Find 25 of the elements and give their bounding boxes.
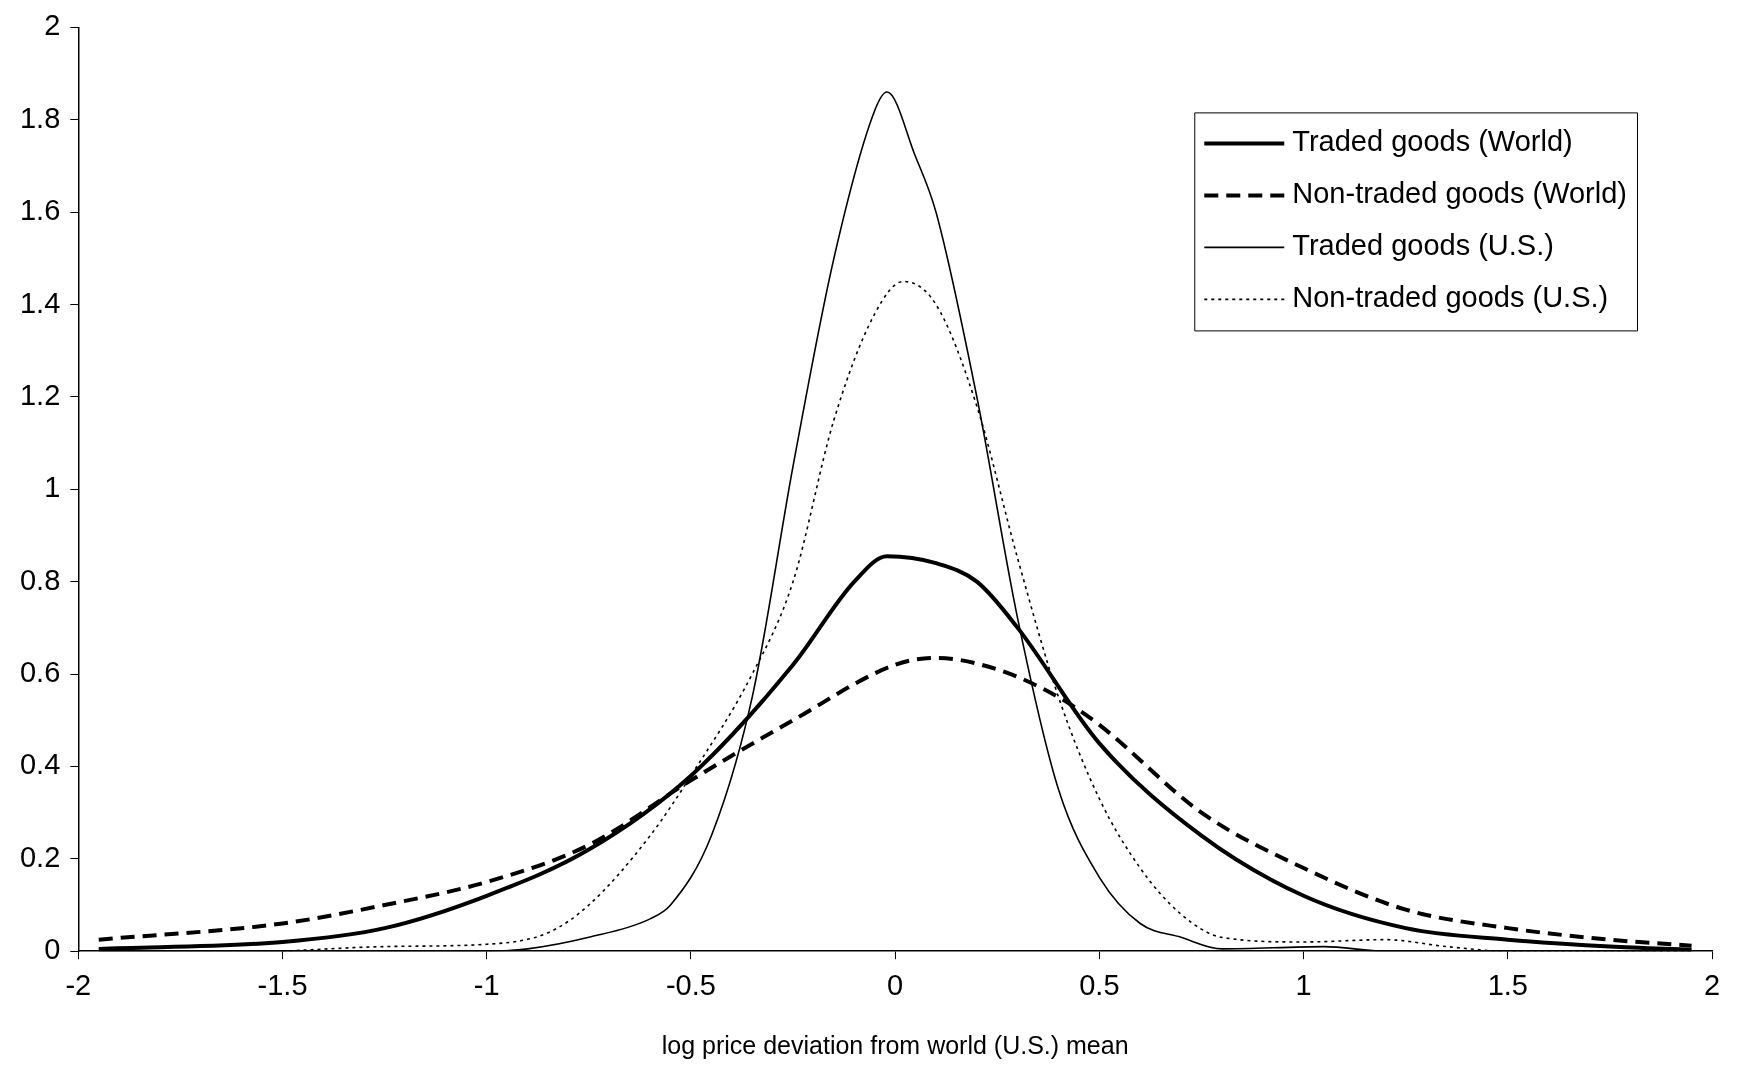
y-tick-label: 0.8 <box>19 563 61 596</box>
legend-label: Non-traded goods (World) <box>1292 177 1627 210</box>
x-tick-label: 0 <box>887 968 904 1001</box>
x-tick-label: 2 <box>1703 968 1721 1001</box>
legend-label: Traded goods (U.S.) <box>1292 229 1554 262</box>
y-tick-label: 0 <box>44 933 61 966</box>
x-tick-label: 0.5 <box>1079 968 1120 1001</box>
y-tick-label: 0.4 <box>19 748 61 781</box>
x-tick-label: 1 <box>1295 968 1312 1001</box>
y-tick-label: 1.8 <box>19 101 61 134</box>
x-tick-label: 1.5 <box>1487 968 1528 1001</box>
legend-label: Traded goods (World) <box>1292 125 1573 158</box>
y-tick-label: 0.2 <box>19 840 61 873</box>
legend-label: Non-traded goods (U.S.) <box>1292 281 1609 314</box>
y-tick-label: 1.6 <box>19 194 61 227</box>
x-tick-label: -1.5 <box>257 968 308 1001</box>
y-tick-label: 0.6 <box>19 656 61 689</box>
y-tick-label: 1.4 <box>19 286 61 319</box>
x-tick-label: -1 <box>473 968 500 1001</box>
x-tick-label: -2 <box>65 968 92 1001</box>
x-tick-label: -0.5 <box>665 968 716 1001</box>
y-tick-label: 1.2 <box>19 378 61 411</box>
y-tick-label: 2 <box>44 9 61 42</box>
x-axis-title: log price deviation from world (U.S.) mean <box>661 1030 1129 1059</box>
y-tick-label: 1 <box>44 471 61 504</box>
